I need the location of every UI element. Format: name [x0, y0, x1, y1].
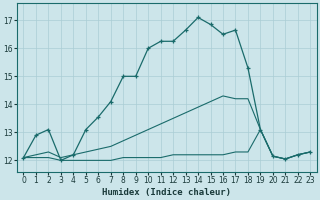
X-axis label: Humidex (Indice chaleur): Humidex (Indice chaleur): [102, 188, 231, 197]
